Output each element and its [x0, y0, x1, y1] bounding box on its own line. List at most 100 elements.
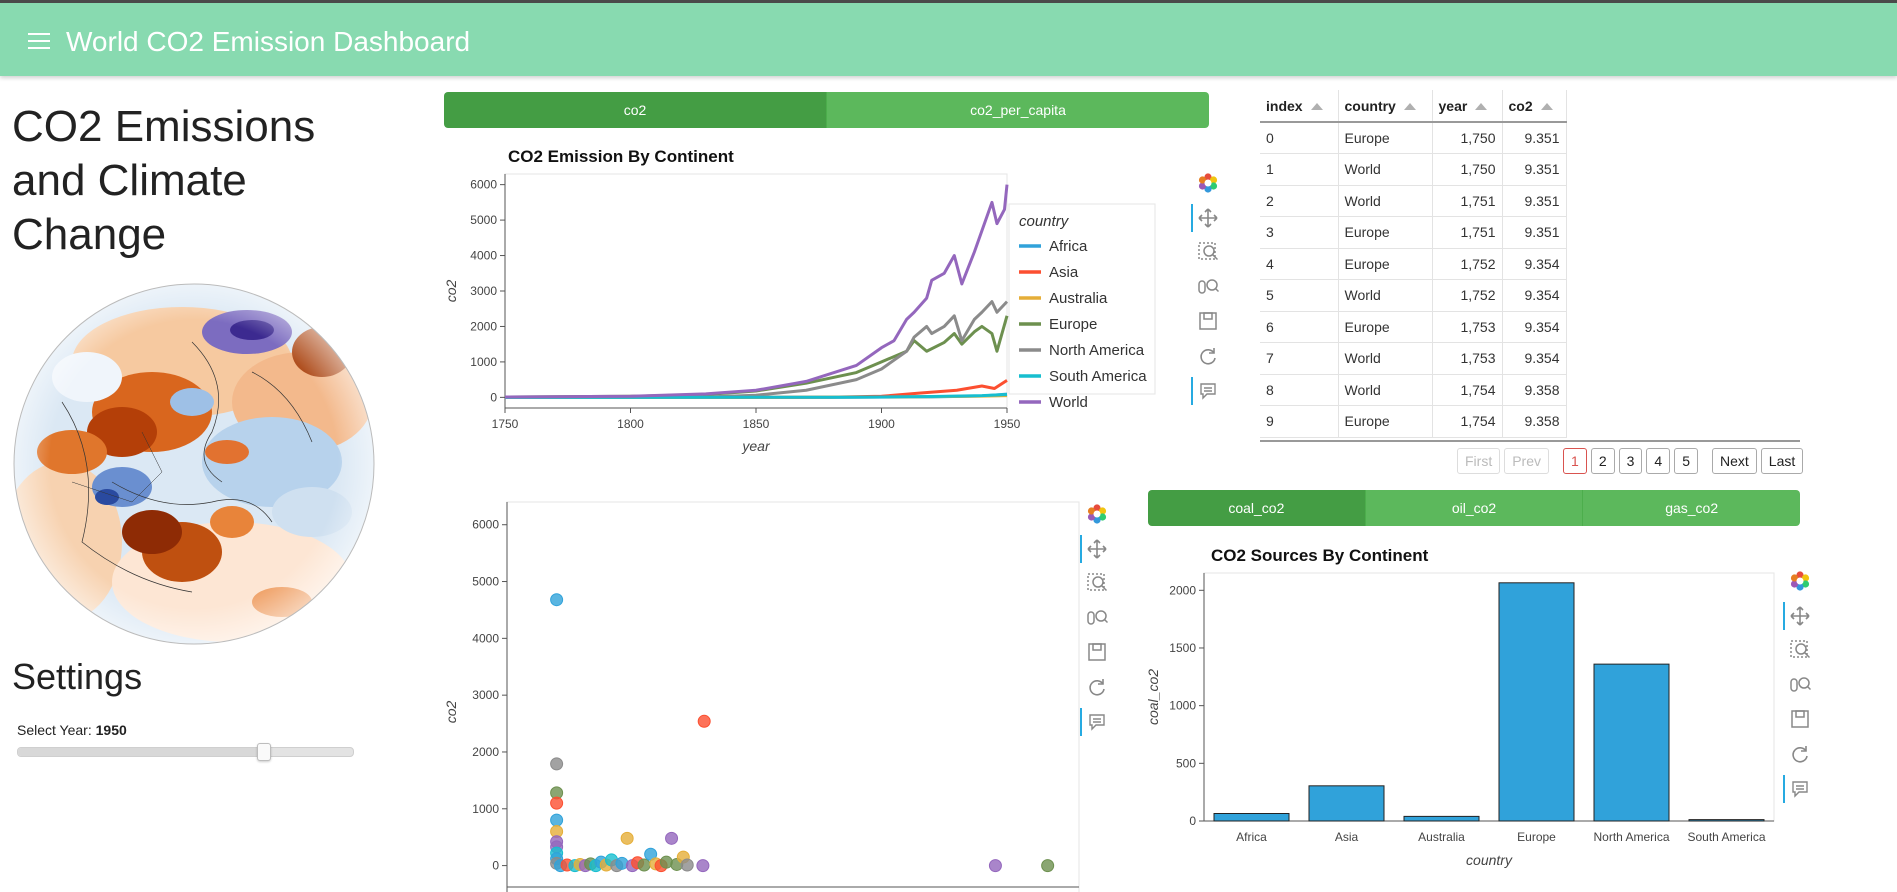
- scatter-point[interactable]: [550, 593, 564, 607]
- hover-tooltip-icon[interactable]: [1191, 374, 1225, 408]
- table-row[interactable]: 9 Europe 1,754 9.358: [1260, 405, 1567, 438]
- sort-arrow-icon[interactable]: [1540, 103, 1553, 111]
- save-icon[interactable]: [1191, 304, 1225, 338]
- column-header-year[interactable]: year: [1432, 90, 1503, 123]
- scatter-point[interactable]: [615, 856, 629, 870]
- cell-index: 2: [1260, 185, 1339, 217]
- y-tick-label: 3000: [470, 284, 497, 298]
- pager-next-button[interactable]: Next: [1712, 448, 1757, 474]
- pager-prev-button[interactable]: Prev: [1504, 448, 1550, 474]
- box-zoom-icon[interactable]: [1783, 633, 1817, 667]
- scatter-point[interactable]: [659, 855, 673, 869]
- pager-page-5[interactable]: 5: [1674, 448, 1698, 474]
- table-row[interactable]: 6 Europe 1,753 9.354: [1260, 311, 1567, 343]
- tab-gas-co2[interactable]: gas_co2: [1583, 490, 1800, 526]
- pager-page-1[interactable]: 1: [1563, 448, 1587, 474]
- scatter-point[interactable]: [665, 831, 679, 845]
- wheel-zoom-icon[interactable]: [1191, 270, 1225, 304]
- table-row[interactable]: 4 Europe 1,752 9.354: [1260, 248, 1567, 280]
- column-header-co2[interactable]: co2: [1502, 90, 1567, 123]
- bokeh-logo-icon[interactable]: [1080, 497, 1114, 531]
- x-tick-label: 1800: [617, 417, 644, 431]
- reset-icon[interactable]: [1191, 339, 1225, 373]
- box-zoom-icon[interactable]: [1080, 566, 1114, 600]
- bar-asia[interactable]: [1308, 785, 1385, 822]
- hamburger-menu-icon[interactable]: [28, 33, 50, 51]
- table-row[interactable]: 2 World 1,751 9.351: [1260, 185, 1567, 217]
- sort-arrow-icon[interactable]: [1475, 103, 1488, 111]
- bar-europe[interactable]: [1498, 582, 1575, 822]
- cell-year: 1,754: [1432, 405, 1503, 438]
- scatter-point[interactable]: [697, 714, 711, 728]
- tab-coal-co2[interactable]: coal_co2: [1148, 490, 1366, 526]
- column-header-country[interactable]: country: [1338, 90, 1433, 123]
- bokeh-logo-icon[interactable]: [1191, 166, 1225, 200]
- scatter-point[interactable]: [620, 831, 634, 845]
- wheel-zoom-icon[interactable]: [1783, 668, 1817, 702]
- slider-fill: [18, 748, 265, 756]
- year-slider[interactable]: [17, 743, 354, 761]
- save-icon[interactable]: [1080, 635, 1114, 669]
- scatter-point[interactable]: [696, 859, 710, 873]
- slider-label: Select Year: 1950: [17, 722, 127, 738]
- pan-tool-icon[interactable]: [1783, 599, 1817, 633]
- reset-icon[interactable]: [1080, 670, 1114, 704]
- save-icon[interactable]: [1783, 702, 1817, 736]
- pan-tool-icon[interactable]: [1191, 201, 1225, 235]
- bar-north-america[interactable]: [1593, 663, 1670, 822]
- pager-page-4[interactable]: 4: [1646, 448, 1671, 474]
- table-row[interactable]: 3 Europe 1,751 9.351: [1260, 216, 1567, 249]
- data-table: index country year co2 0 Europe 1,750 9.351 1 Wor…: [1260, 90, 1800, 440]
- cell-index: 1: [1260, 153, 1339, 186]
- bokeh-logo-icon[interactable]: [1783, 564, 1817, 598]
- legend-item-south-america[interactable]: South America: [1049, 368, 1147, 385]
- x-tick-label: North America: [1593, 830, 1669, 844]
- bar-africa[interactable]: [1213, 813, 1290, 822]
- wheel-zoom-icon[interactable]: [1080, 601, 1114, 635]
- legend-item-north-america[interactable]: North America: [1049, 342, 1145, 359]
- scatter-point[interactable]: [988, 859, 1002, 873]
- column-header-label: country: [1344, 97, 1396, 114]
- scatter-point[interactable]: [550, 813, 564, 827]
- slider-handle[interactable]: [257, 743, 272, 761]
- hover-tooltip-icon[interactable]: [1783, 772, 1817, 806]
- scatter-point[interactable]: [680, 858, 694, 872]
- hover-tooltip-icon[interactable]: [1080, 705, 1114, 739]
- pager-last-button[interactable]: Last: [1760, 448, 1804, 474]
- cell-country: World: [1338, 374, 1433, 406]
- pan-tool-icon[interactable]: [1080, 532, 1114, 566]
- table-row[interactable]: 5 World 1,752 9.354: [1260, 279, 1567, 312]
- x-tick-label: Africa: [1236, 830, 1267, 844]
- cell-co2: 9.354: [1502, 279, 1567, 312]
- sort-arrow-icon[interactable]: [1403, 103, 1416, 111]
- column-header-index[interactable]: index: [1260, 90, 1339, 123]
- box-zoom-icon[interactable]: [1191, 235, 1225, 269]
- legend-item-asia[interactable]: Asia: [1049, 264, 1079, 281]
- tab-co2-per-capita[interactable]: co2_per_capita: [827, 92, 1209, 128]
- bar-chart-toolbar: [1783, 564, 1817, 806]
- pager-page-3[interactable]: 3: [1618, 448, 1643, 474]
- scatter-point[interactable]: [1041, 859, 1055, 873]
- legend-item-africa[interactable]: Africa: [1049, 238, 1088, 255]
- reset-icon[interactable]: [1783, 737, 1817, 771]
- table-row[interactable]: 1 World 1,750 9.351: [1260, 153, 1567, 186]
- legend-item-europe[interactable]: Europe: [1049, 316, 1097, 333]
- tab-oil-co2[interactable]: oil_co2: [1365, 490, 1584, 526]
- series-line-south-america: [504, 393, 1008, 399]
- bar-australia[interactable]: [1403, 815, 1480, 822]
- scatter-point[interactable]: [550, 796, 564, 810]
- legend-item-world[interactable]: World: [1049, 394, 1088, 411]
- tab-co2[interactable]: co2: [444, 92, 827, 128]
- cell-country: World: [1338, 279, 1433, 312]
- pager-first-button[interactable]: First: [1457, 448, 1501, 474]
- y-tick-label: 4000: [472, 631, 499, 645]
- bar-south-america[interactable]: [1688, 819, 1765, 822]
- sort-arrow-icon[interactable]: [1310, 103, 1323, 111]
- legend-item-australia[interactable]: Australia: [1049, 290, 1108, 307]
- scatter-point[interactable]: [637, 858, 651, 872]
- table-row[interactable]: 7 World 1,753 9.354: [1260, 342, 1567, 375]
- table-row[interactable]: 8 World 1,754 9.358: [1260, 374, 1567, 406]
- table-row[interactable]: 0 Europe 1,750 9.351: [1260, 122, 1567, 154]
- pager-page-2[interactable]: 2: [1590, 448, 1615, 474]
- scatter-point[interactable]: [550, 757, 564, 771]
